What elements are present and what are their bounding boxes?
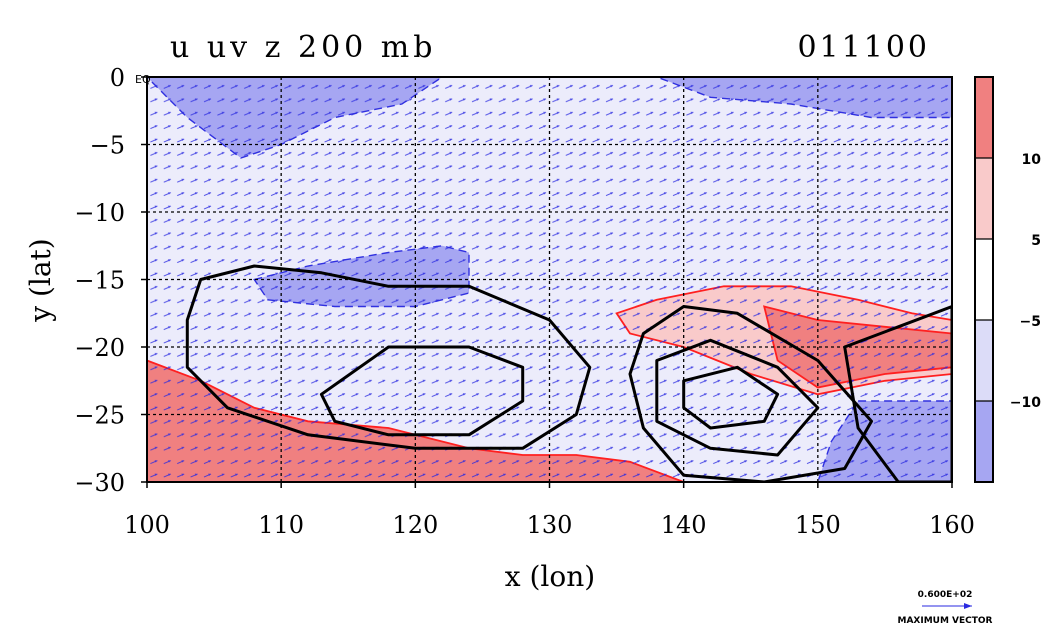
colorbar-label: −5 — [1020, 314, 1041, 330]
reference-vector-value: 0.600E+02 — [918, 590, 973, 600]
chart-title: u uv z 200 mb — [170, 30, 436, 65]
date-label: 011100 — [797, 30, 930, 65]
x-tick-label: 160 — [929, 511, 975, 539]
colorbar: 10 5 −5 −10 — [974, 76, 1042, 483]
reference-vector-caption: MAXIMUM VECTOR — [897, 616, 992, 626]
grid-lines — [147, 77, 952, 482]
colorbar-frame — [974, 76, 994, 483]
x-tick-label: 150 — [795, 511, 841, 539]
x-axis-label: x (lon) — [505, 560, 595, 593]
colorbar-label: 10 — [1022, 152, 1042, 168]
height-contours — [185, 264, 952, 482]
y-axis-label: y (lat) — [24, 238, 57, 322]
colorbar-swatch — [975, 77, 993, 158]
colorbar-swatch — [975, 320, 993, 401]
colorbar-label: −10 — [1010, 395, 1041, 411]
y-tick-label: −25 — [74, 402, 125, 430]
y-tick-label: −5 — [90, 132, 125, 160]
x-axis-ticks: 100 110 120 130 140 150 160 — [124, 482, 975, 539]
colorbar-swatch — [975, 158, 993, 239]
x-tick-label: 100 — [124, 511, 170, 539]
x-tick-label: 140 — [661, 511, 707, 539]
height-contour — [682, 365, 780, 430]
height-contour — [655, 338, 820, 457]
y-tick-label: 0 — [110, 64, 125, 92]
height-contour — [628, 305, 873, 482]
colorbar-swatch — [975, 401, 993, 482]
reference-vector-arrowhead — [964, 603, 972, 609]
height-contour — [843, 305, 952, 482]
colorbar-label: 5 — [1031, 233, 1041, 249]
y-tick-label: −15 — [74, 267, 125, 295]
x-tick-label: 120 — [392, 511, 438, 539]
height-contour — [319, 345, 525, 437]
y-tick-label: −30 — [74, 469, 125, 497]
x-tick-label: 130 — [527, 511, 573, 539]
y-tick-label: −10 — [74, 199, 125, 227]
colorbar-swatch — [975, 239, 993, 320]
y-axis-ticks: 0 −5 −10 −15 −20 −25 −30 — [74, 64, 147, 497]
origin-label: EQ — [135, 73, 151, 86]
height-contour — [185, 264, 592, 450]
y-tick-label: −20 — [74, 334, 125, 362]
x-tick-label: 110 — [258, 511, 304, 539]
